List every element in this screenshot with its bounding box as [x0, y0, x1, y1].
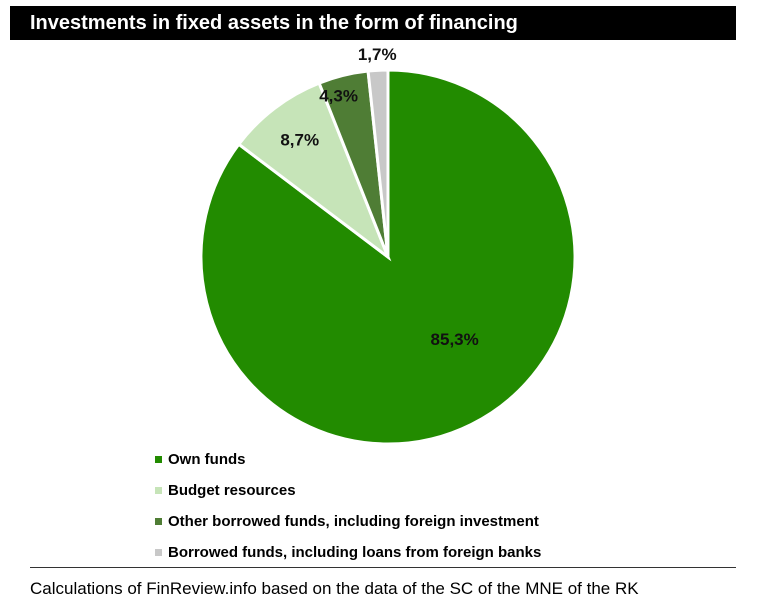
legend-item-other-borrowed: Other borrowed funds, including foreign … [155, 506, 541, 537]
legend: Own funds Budget resources Other borrowe… [155, 444, 541, 568]
legend-swatch [155, 487, 162, 494]
pie-slice [366, 68, 390, 258]
legend-item-own-funds: Own funds [155, 444, 541, 475]
legend-swatch [155, 549, 162, 556]
legend-label: Own funds [168, 451, 246, 468]
chart-title: Investments in fixed assets in the form … [10, 6, 736, 40]
legend-label: Other borrowed funds, including foreign … [168, 513, 539, 530]
data-label: 4,3% [319, 87, 358, 106]
data-label: 8,7% [280, 130, 319, 149]
source-note: Calculations of FinReview.info based on … [30, 579, 639, 598]
legend-item-borrowed-foreign-banks: Borrowed funds, including loans from for… [155, 537, 541, 568]
legend-label: Borrowed funds, including loans from for… [168, 544, 542, 561]
legend-item-budget-resources: Budget resources [155, 475, 541, 506]
pie-slice [236, 81, 392, 262]
legend-label: Budget resources [168, 482, 296, 499]
legend-swatch [155, 518, 162, 525]
data-label: 85,3% [431, 330, 479, 349]
legend-swatch [155, 456, 162, 463]
data-label: 1,7% [358, 45, 397, 64]
divider [30, 567, 736, 568]
